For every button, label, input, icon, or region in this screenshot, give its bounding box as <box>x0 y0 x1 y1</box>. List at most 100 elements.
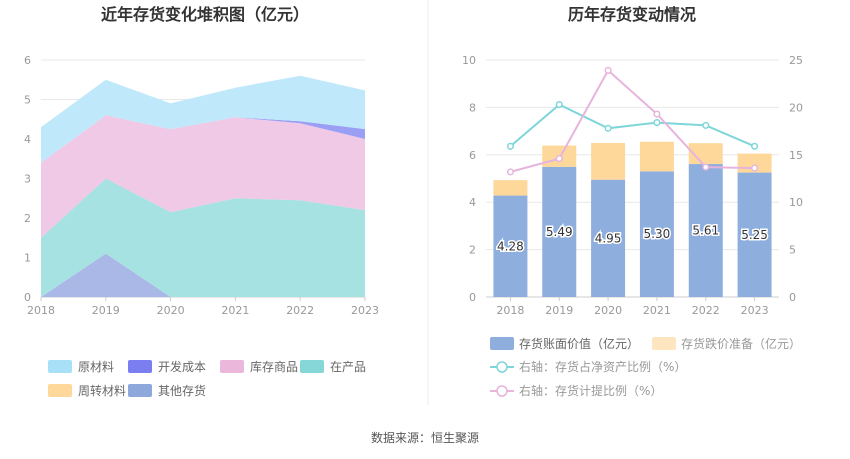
right-lines <box>506 66 759 176</box>
bar-value-label: 4.28 <box>497 239 524 253</box>
bar-book-value <box>688 164 723 297</box>
line-point <box>751 164 759 172</box>
left-legend-label: 周转材料 <box>78 383 126 398</box>
right-x-tick-label: 2023 <box>741 304 769 317</box>
left-legend-swatch <box>300 360 324 373</box>
left-legend-label: 在产品 <box>330 360 366 374</box>
bar-value-label: 5.61 <box>692 224 719 238</box>
right-chart-title: 历年存货变动情况 <box>568 5 696 24</box>
line-point <box>702 163 710 171</box>
left-legend-swatch <box>48 384 72 397</box>
right-legend-label: 存货账面价值（亿元） <box>519 336 639 351</box>
bar-value-label: 5.49 <box>546 225 573 239</box>
bar-impairment <box>591 142 626 180</box>
left-x-tick-label: 2019 <box>92 304 120 317</box>
right-right-y-ticks: 0 5 10 15 20 25 <box>789 54 803 304</box>
left-x-tick-label: 2022 <box>286 304 314 317</box>
left-x-tick-label: 2023 <box>351 304 379 317</box>
left-areas <box>41 75 365 297</box>
left-x-tick-label: 2020 <box>157 304 185 317</box>
left-legend-label: 原材料 <box>78 360 114 374</box>
right-bars <box>493 141 772 297</box>
left-legend-swatch <box>128 384 152 397</box>
left-legend-swatch <box>128 360 152 373</box>
left-x-tick-label: 2018 <box>27 304 55 317</box>
line-provision-ratio <box>510 68 755 173</box>
line-point <box>702 121 710 129</box>
right-legend: 存货账面价值（亿元） 存货跌价准备（亿元） 右轴：存货占净资产比例（%） 右轴：存货计… <box>490 336 801 398</box>
right-right-y-tick-label: 5 <box>789 244 796 257</box>
bar-book-value <box>542 166 577 297</box>
bar-book-value <box>737 172 772 297</box>
bar-book-value <box>591 179 626 297</box>
left-x-tick-label: 2021 <box>221 304 249 317</box>
area-在产品 <box>41 178 365 297</box>
left-chart-title: 近年存货变化堆积图（亿元） <box>101 5 309 24</box>
right-left-y-tick-label: 8 <box>469 101 476 114</box>
bar-line-chart: 历年存货变动情况 4.28 5.49 4.95 5.30 5.61 5.25 0 2 4 6 8 1… <box>462 5 803 398</box>
right-x-tick-label: 2022 <box>692 304 720 317</box>
left-y-tick-label: 6 <box>24 54 31 67</box>
left-x-ticks: 2018 2019 2020 2021 2022 2023 <box>27 297 379 317</box>
line-point <box>653 110 661 118</box>
line-point <box>751 142 759 150</box>
right-left-y-tick-label: 6 <box>469 149 476 162</box>
line-point <box>604 124 612 132</box>
right-legend-marker <box>496 385 508 397</box>
right-right-y-tick-label: 15 <box>789 149 803 162</box>
line-point <box>653 119 661 127</box>
area-原材料 <box>41 75 365 163</box>
right-right-y-tick-label: 10 <box>789 196 803 209</box>
line-net-asset-ratio <box>509 103 755 148</box>
right-legend-swatch <box>652 337 676 350</box>
line-point <box>555 155 563 163</box>
right-right-y-tick-label: 0 <box>789 291 796 304</box>
right-x-tick-label: 2019 <box>545 304 573 317</box>
right-left-y-tick-label: 4 <box>469 196 476 209</box>
right-x-tick-label: 2021 <box>643 304 671 317</box>
left-y-tick-label: 2 <box>24 212 31 225</box>
bar-book-value <box>639 171 674 297</box>
right-left-y-tick-label: 2 <box>469 244 476 257</box>
left-y-tick-label: 3 <box>24 173 31 186</box>
left-legend-swatch <box>220 360 244 373</box>
left-legend-label: 库存商品 <box>250 359 298 374</box>
bar-value-label: 5.30 <box>644 227 671 241</box>
line-point <box>506 168 514 176</box>
left-y-tick-label: 0 <box>24 291 31 304</box>
left-legend-label: 开发成本 <box>158 359 206 374</box>
right-legend-marker <box>496 361 508 373</box>
left-y-ticks: 0 1 2 3 4 5 6 <box>24 54 31 304</box>
right-grid <box>486 59 779 298</box>
line-point <box>604 66 612 74</box>
line-point <box>506 142 514 150</box>
left-y-tick-label: 4 <box>24 133 31 146</box>
bar-impairment <box>493 180 528 196</box>
bar-impairment <box>639 141 674 172</box>
right-x-tick-label: 2018 <box>496 304 524 317</box>
bar-book-value <box>493 195 528 297</box>
right-x-tick-label: 2020 <box>594 304 622 317</box>
right-bar-labels: 4.28 5.49 4.95 5.30 5.61 5.25 <box>496 222 770 255</box>
right-x-ticks: 2018 2019 2020 2021 2022 2023 <box>496 297 769 317</box>
right-legend-label: 右轴：存货占净资产比例（%） <box>519 359 686 374</box>
bar-value-label: 5.25 <box>741 228 768 242</box>
right-left-y-tick-label: 10 <box>462 54 476 67</box>
area-其他存货 <box>41 253 365 297</box>
right-right-y-tick-label: 20 <box>789 101 803 114</box>
area-库存商品 <box>41 115 365 238</box>
left-y-tick-label: 5 <box>24 94 31 107</box>
right-legend-swatch <box>490 337 514 350</box>
right-left-y-ticks: 0 2 4 6 8 10 <box>462 54 476 304</box>
line-point <box>555 101 563 109</box>
bar-value-label: 4.95 <box>595 231 622 245</box>
right-legend-label: 右轴：存货计提比例（%） <box>519 383 662 398</box>
left-y-tick-label: 1 <box>24 252 31 265</box>
left-legend-label: 其他存货 <box>158 383 206 398</box>
right-right-y-tick-label: 25 <box>789 54 803 67</box>
left-legend-swatch <box>48 360 72 373</box>
right-legend-label: 存货跌价准备（亿元） <box>681 336 801 351</box>
